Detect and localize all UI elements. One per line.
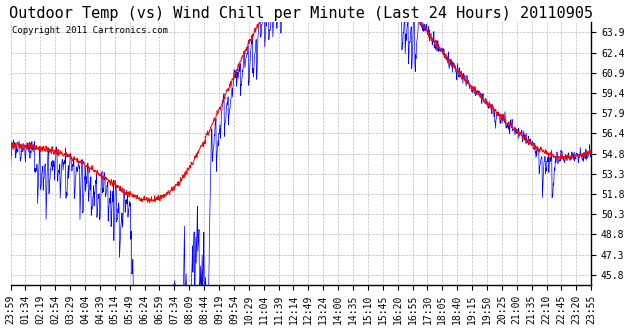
Text: Copyright 2011 Cartronics.com: Copyright 2011 Cartronics.com (12, 26, 168, 35)
Title: Outdoor Temp (vs) Wind Chill per Minute (Last 24 Hours) 20110905: Outdoor Temp (vs) Wind Chill per Minute … (9, 6, 593, 20)
